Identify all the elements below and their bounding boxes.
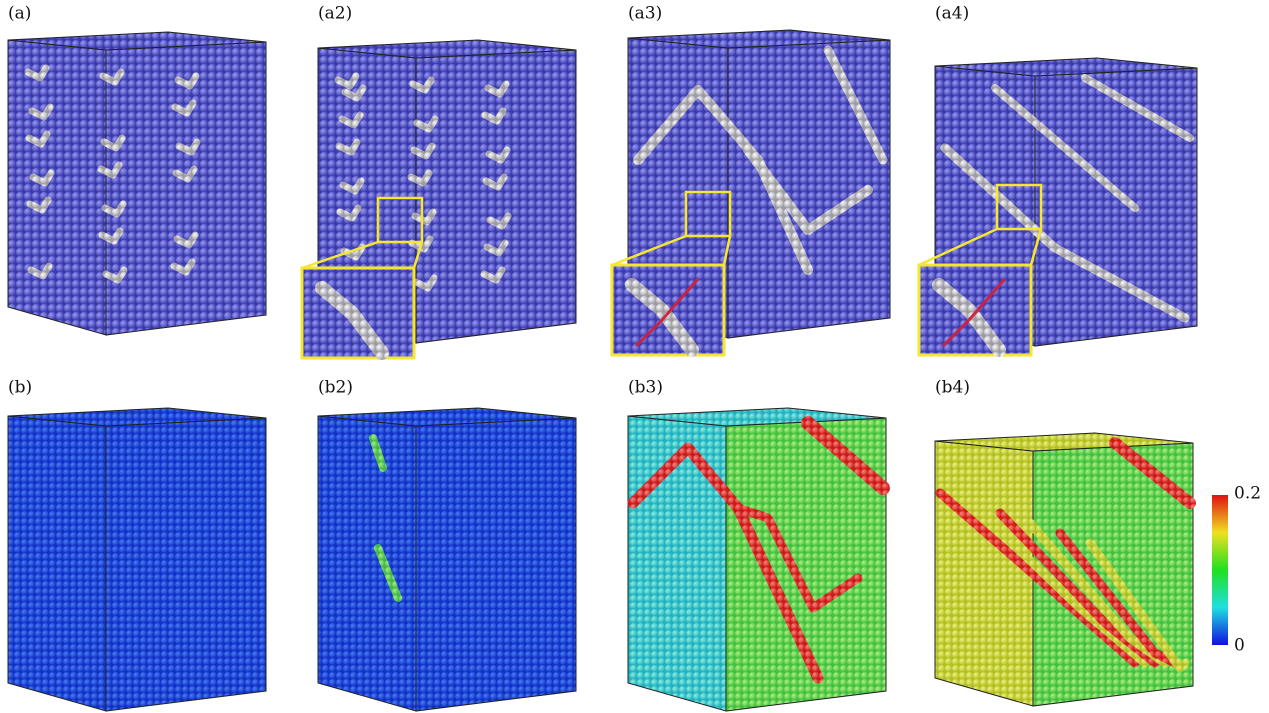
atom-streak [935, 488, 1140, 668]
box-top [627, 407, 887, 427]
atom-streak [965, 498, 1150, 668]
atom-streak [413, 115, 439, 133]
atom-streak [27, 262, 53, 280]
atom-streak [100, 134, 126, 152]
atom-streak [486, 212, 512, 230]
box-left [7, 415, 107, 712]
box-left [7, 39, 107, 336]
zoom-line [1029, 228, 1043, 266]
atom-streak [341, 84, 367, 102]
colorbar-max: 0.2 [1234, 484, 1261, 504]
box-left [317, 415, 417, 712]
zoom-box [995, 183, 1043, 231]
atom-streak [801, 416, 890, 495]
atom-streak [480, 266, 506, 284]
panel-label: (a) [8, 4, 31, 24]
atom-streak [995, 508, 1160, 668]
atom-streak [173, 231, 199, 249]
atom-streak [24, 64, 50, 82]
atom-streak [101, 200, 127, 218]
box-top [934, 432, 1194, 452]
box-top [934, 57, 1198, 77]
atom-streak [336, 204, 362, 222]
atom-streak [99, 68, 125, 86]
box-top [317, 407, 577, 427]
atom-streak [334, 72, 360, 90]
atom-streak [174, 72, 200, 90]
atom-streak [485, 146, 511, 164]
zoom-line [301, 240, 379, 270]
atom-streak [29, 169, 55, 187]
atom-streak [339, 177, 365, 195]
panel-label: (b) [8, 378, 32, 398]
atom-streak [335, 138, 361, 156]
box-front [415, 417, 577, 712]
panel-label: (a2) [318, 4, 352, 24]
box-top [627, 29, 891, 49]
atom-streak [171, 99, 197, 117]
atom-streak [635, 278, 699, 347]
atom-streak [481, 107, 507, 125]
atom-streak [28, 103, 54, 121]
atom-streak [410, 142, 436, 160]
panel-label: (b3) [628, 378, 663, 398]
atom-streak [823, 45, 888, 165]
atom-streak [172, 165, 198, 183]
atom-streak [369, 434, 387, 472]
atom-streak [97, 161, 123, 179]
box-front [105, 417, 267, 712]
atom-streak [315, 281, 389, 360]
panel-label: (b4) [935, 378, 970, 398]
panel-label: (b2) [318, 378, 353, 398]
atom-streak [102, 266, 128, 284]
atom-streak [374, 544, 402, 602]
atom-streak [25, 130, 51, 148]
zoom-box [376, 196, 424, 244]
atom-streak [26, 196, 52, 214]
atom-streak [407, 169, 433, 187]
panel-label: (a3) [628, 4, 662, 24]
atom-streak [1085, 538, 1190, 673]
atom-streak [1109, 437, 1196, 509]
zoom-line [611, 234, 687, 267]
colorbar-min: 0 [1234, 636, 1245, 656]
zoom-box [684, 190, 732, 238]
atom-streak [625, 278, 699, 357]
atom-streak [1055, 528, 1180, 668]
box-top [7, 407, 267, 427]
box-top [7, 31, 267, 51]
box-left [934, 440, 1034, 707]
atom-streak [733, 503, 863, 613]
zoom-line [918, 227, 998, 267]
panel-label: (a4) [935, 4, 969, 24]
atom-streak [170, 258, 196, 276]
atom-streak [940, 143, 1190, 323]
atom-streak [932, 278, 1006, 357]
atom-streak [991, 84, 1139, 212]
atom-streak [408, 235, 434, 253]
zoom-line [722, 235, 732, 266]
atom-streak [627, 442, 824, 684]
box-top [317, 39, 577, 59]
atom-streak [484, 80, 510, 98]
atom-streak [98, 227, 124, 245]
atom-streak [411, 208, 437, 226]
atom-streak [175, 138, 201, 156]
atom-streak [483, 239, 509, 257]
zoom-line [412, 241, 424, 269]
atom-streak [942, 278, 1006, 347]
atom-streak [338, 111, 364, 129]
box-front [1034, 67, 1198, 347]
atom-streak [482, 173, 508, 191]
atom-streak [409, 76, 435, 94]
atom-streak [633, 85, 813, 275]
atom-streak [1081, 74, 1194, 142]
atom-streak [743, 145, 873, 235]
colorbar [1212, 495, 1228, 645]
atom-streak [412, 274, 438, 292]
